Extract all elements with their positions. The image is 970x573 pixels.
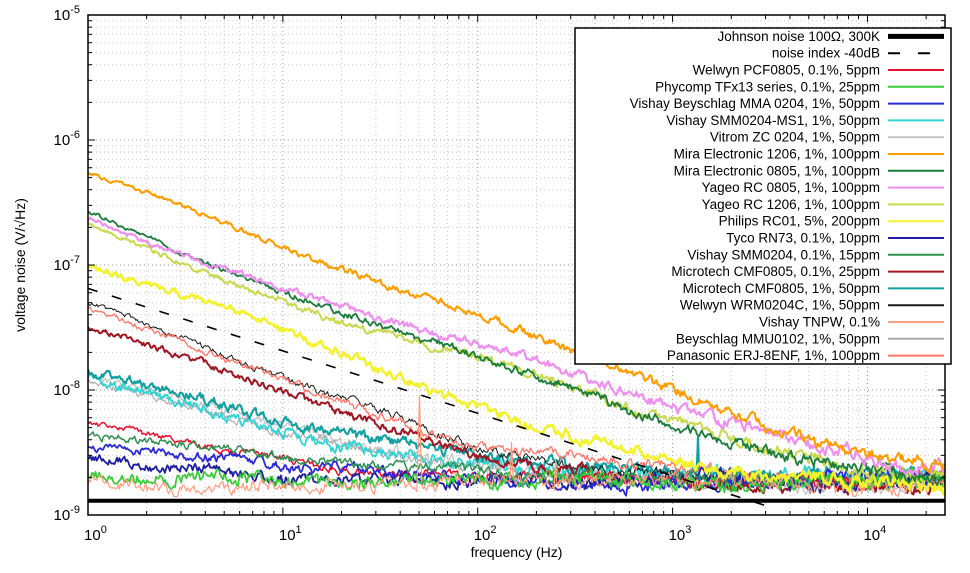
y-tick-label: 10-6 bbox=[54, 129, 80, 149]
legend-label: Vishay SMM0204, 0.1%, 15ppm bbox=[687, 247, 880, 262]
legend-item-vishay-smm0204: Vishay SMM0204, 0.1%, 15ppm bbox=[687, 247, 944, 262]
legend-label: Welwyn PCF0805, 0.1%, 5ppm bbox=[693, 63, 880, 78]
legend-item-mira-0805: Mira Electronic 0805, 1%, 100ppm bbox=[674, 163, 944, 178]
legend-label: noise index -40dB bbox=[772, 46, 880, 61]
series-vishay-tnpw bbox=[88, 395, 945, 498]
legend-label: Yageo RC 0805, 1%, 100ppm bbox=[702, 180, 880, 195]
y-tick-label: 10-8 bbox=[54, 379, 80, 399]
legend-item-mira-1206: Mira Electronic 1206, 1%, 100ppm bbox=[674, 147, 944, 162]
legend-label: Panasonic ERJ-8ENF, 1%, 100ppm bbox=[667, 348, 880, 363]
legend-label: Vitrom ZC 0204, 1%, 50ppm bbox=[710, 130, 880, 145]
legend-item-welwyn-pcf0805: Welwyn PCF0805, 0.1%, 5ppm bbox=[693, 63, 944, 78]
legend-label: Philips RC01, 5%, 200ppm bbox=[719, 214, 880, 229]
legend-label: Microtech CMF0805, 0.1%, 25ppm bbox=[671, 264, 880, 279]
legend-item-beyschlag-mmu0102: Beyschlag MMU0102, 1%, 50ppm bbox=[676, 331, 944, 346]
legend: Johnson noise 100Ω, 300K noise index -40d… bbox=[574, 27, 952, 365]
legend-label: Welwyn WRM0204C, 1%, 50ppm bbox=[680, 298, 880, 313]
x-tick-label: 103 bbox=[669, 524, 692, 544]
legend-item-tyco-rn73: Tyco RN73, 0.1%, 10ppm bbox=[726, 231, 944, 246]
x-tick-label: 100 bbox=[84, 524, 107, 544]
y-tick-label: 10-5 bbox=[54, 4, 80, 24]
series-vishay-smm0204 bbox=[88, 431, 945, 489]
legend-item-vitrom-zc0204: Vitrom ZC 0204, 1%, 50ppm bbox=[710, 130, 944, 145]
legend-item-philips-rc01: Philips RC01, 5%, 200ppm bbox=[719, 214, 944, 229]
x-axis-label: frequency (Hz) bbox=[470, 544, 563, 560]
legend-label: Tyco RN73, 0.1%, 10ppm bbox=[726, 231, 880, 246]
legend-item-vishay-smm0204-ms1: Vishay SMM0204-MS1, 1%, 50ppm bbox=[666, 113, 944, 128]
y-tick-label: 10-7 bbox=[54, 254, 80, 274]
legend-label: Vishay TNPW, 0.1% bbox=[759, 315, 880, 330]
legend-item-panasonic-erj8enf: Panasonic ERJ-8ENF, 1%, 100ppm bbox=[667, 348, 944, 363]
series-philips-rc01 bbox=[88, 264, 945, 497]
legend-label: Beyschlag MMU0102, 1%, 50ppm bbox=[676, 331, 880, 346]
legend-item-yageo-rc1206: Yageo RC 1206, 1%, 100ppm bbox=[702, 197, 944, 212]
legend-item-vishay-tnpw: Vishay TNPW, 0.1% bbox=[759, 315, 944, 330]
legend-label: Johnson noise 100Ω, 300K bbox=[718, 29, 880, 44]
legend-item-vishay-mma0204: Vishay Beyschlag MMA 0204, 1%, 50ppm bbox=[630, 96, 944, 111]
legend-item-johnson: Johnson noise 100Ω, 300K bbox=[718, 29, 944, 44]
legend-label: Mira Electronic 0805, 1%, 100ppm bbox=[674, 163, 880, 178]
x-tick-label: 104 bbox=[863, 524, 886, 544]
legend-label: Vishay SMM0204-MS1, 1%, 50ppm bbox=[666, 113, 880, 128]
series-noise-index bbox=[88, 287, 766, 507]
legend-item-noise-index: noise index -40dB bbox=[772, 46, 944, 61]
series-yageo-rc0805 bbox=[88, 216, 945, 476]
legend-box bbox=[574, 27, 952, 365]
legend-label: Mira Electronic 1206, 1%, 100ppm bbox=[674, 147, 880, 162]
legend-item-welwyn-wrm0204c: Welwyn WRM0204C, 1%, 50ppm bbox=[680, 298, 944, 313]
y-tick-label: 10-9 bbox=[54, 504, 80, 524]
legend-item-microtech-cmf0805-01: Microtech CMF0805, 0.1%, 25ppm bbox=[671, 264, 944, 279]
series-mira-1206 bbox=[88, 171, 945, 474]
x-tick-label: 101 bbox=[279, 524, 302, 544]
x-tick-label: 102 bbox=[474, 524, 497, 544]
legend-item-yageo-rc0805: Yageo RC 0805, 1%, 100ppm bbox=[702, 180, 944, 195]
y-axis-label: voltage noise (V/√Hz) bbox=[12, 198, 28, 332]
legend-label: Yageo RC 1206, 1%, 100ppm bbox=[702, 197, 880, 212]
legend-label: Vishay Beyschlag MMA 0204, 1%, 50ppm bbox=[630, 96, 880, 111]
legend-label: Microtech CMF0805, 1%, 50ppm bbox=[683, 281, 880, 296]
legend-item-microtech-cmf0805-1: Microtech CMF0805, 1%, 50ppm bbox=[683, 281, 944, 296]
legend-label: Phycomp TFx13 series, 0.1%, 25ppm bbox=[655, 79, 880, 94]
legend-item-phycomp-tfx13: Phycomp TFx13 series, 0.1%, 25ppm bbox=[655, 79, 944, 94]
